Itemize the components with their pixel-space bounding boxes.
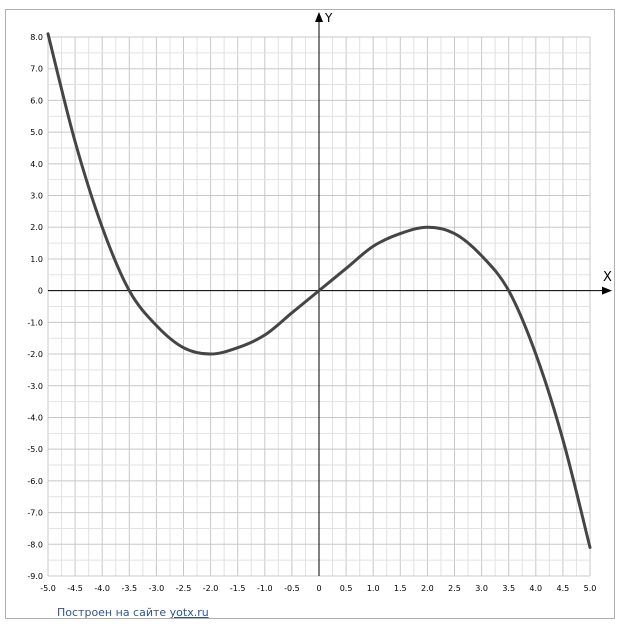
credit-line: Построен на сайте yotx.ru <box>57 606 209 619</box>
y-tick-label: -5.0 <box>27 445 43 454</box>
y-axis-arrow <box>315 12 323 22</box>
y-tick-label: 2.0 <box>30 223 43 232</box>
y-tick-label: 8.0 <box>30 33 43 42</box>
x-tick-label: 0.5 <box>340 584 353 593</box>
x-tick-label: 1.5 <box>394 584 407 593</box>
series-lines <box>46 32 592 549</box>
chart-plot: -5.0 -4.5 -4.0 -3.5 -3.0 -2.5 -2.0 -1.5 -1.0 -0.5… <box>27 11 612 593</box>
x-axis-label: X <box>603 270 612 285</box>
y-tick-label: -3.0 <box>27 382 43 391</box>
x-tick-label: 1.0 <box>367 584 380 593</box>
x-tick-label: 3.5 <box>502 584 515 593</box>
x-tick-label: -5.0 <box>40 584 56 593</box>
y-tick-label: 6.0 <box>30 96 43 105</box>
y-tick-label: 7.0 <box>30 65 43 74</box>
x-tick-label: 3.0 <box>475 584 488 593</box>
y-tick-label: -8.0 <box>27 540 43 549</box>
tick-labels: -5.0 -4.5 -4.0 -3.5 -3.0 -2.5 -2.0 -1.5 -1.0 -0.5… <box>27 33 596 593</box>
series-line <box>46 32 592 549</box>
y-tick-label: 5.0 <box>30 128 43 137</box>
x-tick-label: -2.0 <box>203 584 219 593</box>
x-tick-label: 4.5 <box>557 584 570 593</box>
credit-text: Построен на сайте <box>57 606 170 619</box>
y-tick-label: 3.0 <box>30 192 43 201</box>
x-tick-label: 0 <box>316 584 321 593</box>
x-tick-label: 5.0 <box>584 584 597 593</box>
credit-link[interactable]: yotx.ru <box>169 606 209 619</box>
y-tick-label: 4.0 <box>30 160 43 169</box>
x-axis-arrow <box>602 286 612 295</box>
y-tick-label: -7.0 <box>27 509 43 518</box>
chart-frame: -5.0 -4.5 -4.0 -3.5 -3.0 -2.5 -2.0 -1.5 -1.0 -0.5… <box>5 9 615 619</box>
x-tick-label: -3.0 <box>149 584 165 593</box>
y-tick-label: -9.0 <box>27 572 43 581</box>
y-tick-label: -2.0 <box>27 350 43 359</box>
y-tick-label: 1.0 <box>30 255 43 264</box>
x-tick-label: -4.5 <box>67 584 83 593</box>
y-tick-label: -1.0 <box>27 318 43 327</box>
x-tick-label: -3.5 <box>121 584 137 593</box>
x-tick-label: -0.5 <box>284 584 300 593</box>
x-tick-label: -4.0 <box>94 584 110 593</box>
y-axis-label: Y <box>324 11 333 25</box>
x-tick-label: 2.0 <box>421 584 434 593</box>
x-tick-label: -2.5 <box>176 584 192 593</box>
y-tick-label: -4.0 <box>27 413 43 422</box>
x-tick-label: -1.0 <box>257 584 273 593</box>
x-tick-label: 4.0 <box>529 584 542 593</box>
axes <box>48 12 612 576</box>
x-tick-label: -1.5 <box>230 584 246 593</box>
y-tick-label: 0 <box>38 287 43 296</box>
y-tick-label: -6.0 <box>27 477 43 486</box>
x-tick-label: 2.5 <box>448 584 461 593</box>
